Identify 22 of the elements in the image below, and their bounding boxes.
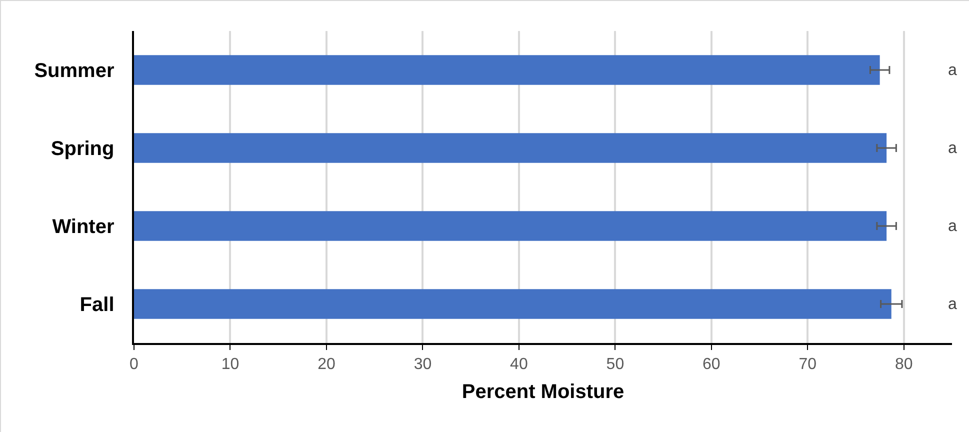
x-tick-label: 10 — [221, 356, 240, 373]
bar — [134, 55, 880, 85]
x-tick-label: 70 — [798, 356, 817, 373]
y-tick-label: Fall — [80, 294, 114, 316]
y-tick-label: Spring — [50, 138, 114, 160]
x-tick-label: 0 — [130, 356, 139, 373]
x-tick-label: 20 — [318, 356, 336, 373]
x-tick-label: 50 — [606, 356, 624, 373]
bar — [134, 133, 887, 163]
y-tick-label: Winter — [52, 216, 114, 238]
x-tick-label: 40 — [510, 356, 528, 373]
x-axis-title: Percent Moisture — [462, 380, 624, 403]
annotation: a — [948, 140, 957, 157]
y-tick-label: Summer — [34, 60, 114, 82]
annotation: a — [948, 62, 957, 79]
bar — [134, 289, 892, 319]
annotation: a — [948, 218, 957, 235]
x-tick-label: 30 — [414, 356, 432, 373]
bar — [134, 211, 887, 241]
x-tick-label: 60 — [702, 356, 720, 373]
x-tick-label: 80 — [894, 356, 913, 373]
annotation: a — [948, 296, 957, 313]
